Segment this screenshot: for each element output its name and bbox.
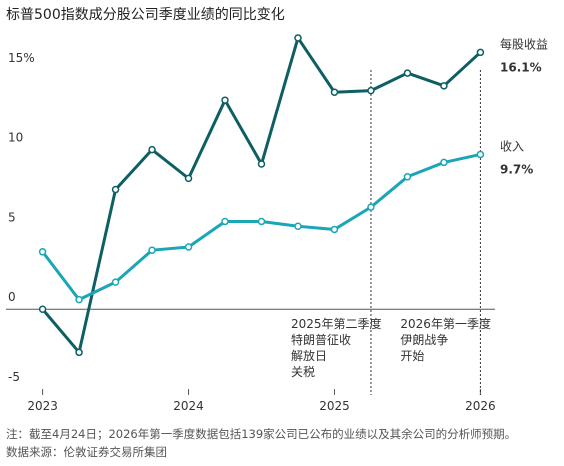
point [148, 246, 156, 254]
source: 数据来源：伦敦证券交易所集团 [6, 445, 167, 459]
annotation-text: 伊朗战争 [400, 333, 448, 347]
point [367, 86, 375, 95]
point [403, 173, 412, 181]
point [221, 96, 229, 104]
x-tick-label: 2024 [173, 399, 204, 413]
x-tick-label: 2025 [319, 399, 350, 413]
point [184, 174, 193, 183]
annotation-text: 2025年第二季度 [291, 316, 382, 331]
y-tick-label: 10 [8, 131, 23, 145]
annotation-text: 解放日 [291, 348, 327, 363]
chart-title: 标普500指数成分股公司季度业绩的同比变化 [6, 7, 285, 23]
point [184, 243, 193, 251]
point [476, 48, 485, 57]
point [294, 34, 302, 42]
point [257, 217, 266, 226]
point [330, 225, 339, 234]
point [294, 222, 302, 231]
point [476, 150, 485, 159]
note: 注：截至4月24日；2026年第一季度数据包括139家公司已公布的业绩以及其余公… [6, 427, 516, 441]
point [38, 248, 47, 256]
legend-label: 收入 [500, 139, 524, 153]
point [403, 69, 412, 77]
x-tick-label: 2023 [27, 399, 58, 413]
point [111, 278, 120, 286]
series-line [41, 36, 482, 354]
x-tick-label: 2026 [465, 399, 496, 413]
point [221, 217, 229, 226]
point [440, 82, 448, 90]
annotation-text: 2026年第一季度 [400, 316, 491, 331]
point [367, 203, 375, 211]
annotation-text: 开始 [400, 349, 424, 363]
value-label: 9.7% [500, 162, 533, 176]
point [75, 295, 83, 304]
annotation-text: 关税 [291, 365, 315, 379]
y-tick-label: 0 [8, 290, 16, 304]
point [38, 305, 47, 313]
annotation-text: 特朗普征收 [291, 332, 351, 347]
y-tick-label: -5 [8, 370, 20, 384]
legend-label: 每股收益 [500, 36, 548, 51]
point [75, 348, 83, 357]
y-tick-label: 5 [8, 210, 16, 224]
point [111, 185, 120, 194]
value-label: 16.1% [500, 60, 542, 74]
y-tick-label: 15% [8, 51, 35, 65]
point [330, 88, 339, 96]
point [257, 160, 266, 168]
point [148, 145, 156, 154]
point [440, 158, 448, 167]
